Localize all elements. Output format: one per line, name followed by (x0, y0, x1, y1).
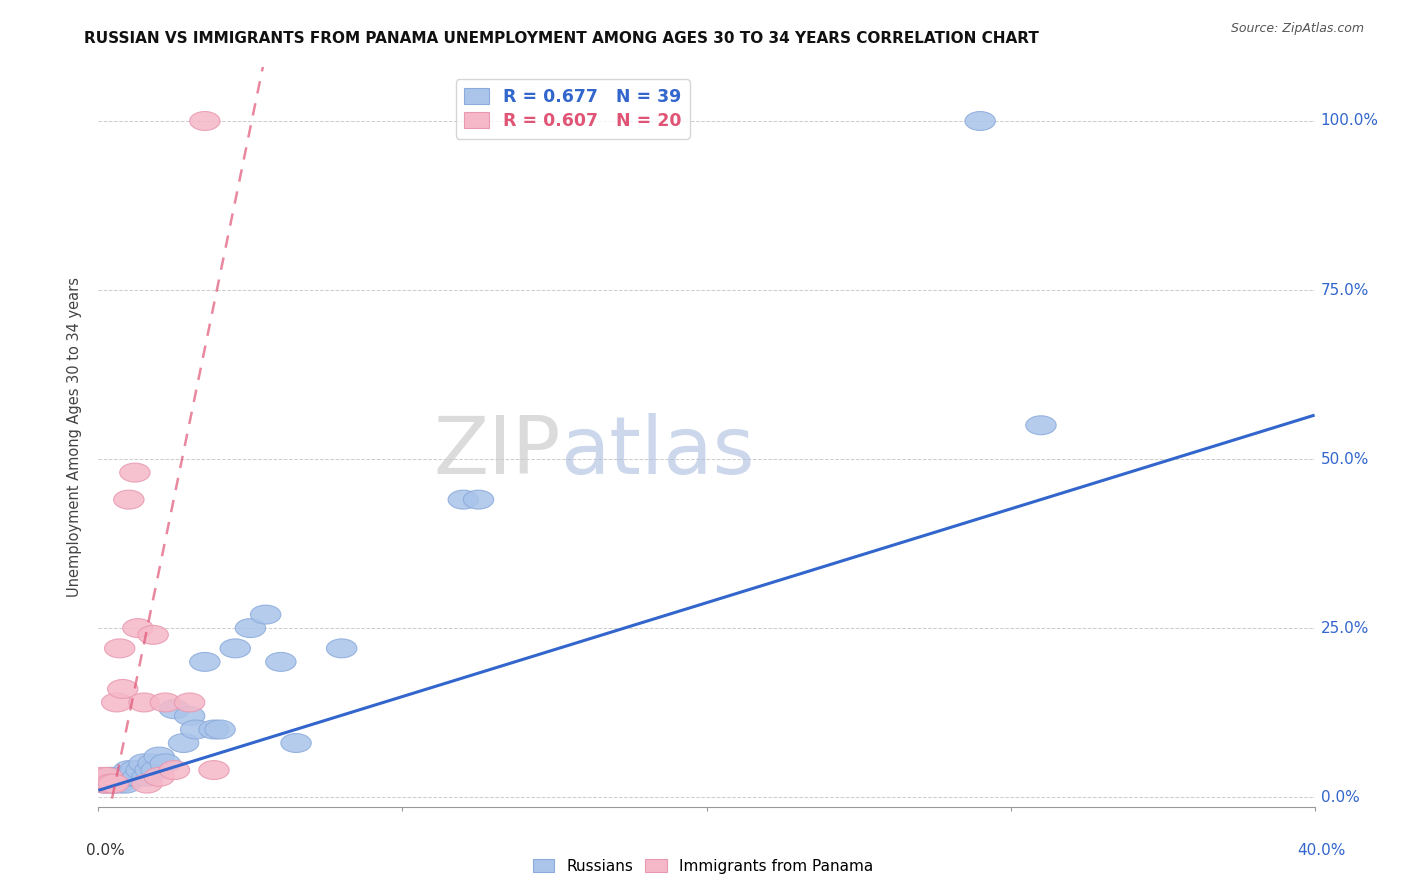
Text: 40.0%: 40.0% (1298, 843, 1346, 858)
Text: ZIP: ZIP (433, 413, 561, 491)
Ellipse shape (111, 774, 141, 793)
Ellipse shape (93, 774, 122, 793)
Ellipse shape (114, 761, 143, 780)
Ellipse shape (169, 733, 198, 753)
Ellipse shape (235, 619, 266, 638)
Ellipse shape (132, 774, 162, 793)
Ellipse shape (98, 774, 129, 793)
Ellipse shape (174, 693, 205, 712)
Y-axis label: Unemployment Among Ages 30 to 34 years: Unemployment Among Ages 30 to 34 years (67, 277, 83, 597)
Ellipse shape (150, 693, 180, 712)
Ellipse shape (98, 767, 129, 787)
Ellipse shape (120, 761, 150, 780)
Ellipse shape (281, 733, 311, 753)
Ellipse shape (250, 605, 281, 624)
Legend: R = 0.677   N = 39, R = 0.607   N = 20: R = 0.677 N = 39, R = 0.607 N = 20 (456, 79, 690, 139)
Ellipse shape (114, 767, 143, 787)
Legend: Russians, Immigrants from Panama: Russians, Immigrants from Panama (527, 853, 879, 880)
Ellipse shape (965, 112, 995, 130)
Ellipse shape (107, 680, 138, 698)
Ellipse shape (190, 112, 221, 130)
Ellipse shape (138, 625, 169, 644)
Ellipse shape (138, 754, 169, 772)
Ellipse shape (266, 652, 297, 672)
Text: RUSSIAN VS IMMIGRANTS FROM PANAMA UNEMPLOYMENT AMONG AGES 30 TO 34 YEARS CORRELA: RUSSIAN VS IMMIGRANTS FROM PANAMA UNEMPL… (84, 31, 1039, 46)
Ellipse shape (221, 639, 250, 657)
Ellipse shape (159, 761, 190, 780)
Ellipse shape (129, 754, 159, 772)
Text: 25.0%: 25.0% (1320, 621, 1369, 636)
Ellipse shape (96, 774, 125, 793)
Text: 50.0%: 50.0% (1320, 451, 1369, 467)
Ellipse shape (449, 491, 478, 509)
Text: 100.0%: 100.0% (1320, 113, 1379, 128)
Text: 0.0%: 0.0% (86, 843, 125, 858)
Ellipse shape (122, 767, 153, 787)
Ellipse shape (114, 491, 143, 509)
Ellipse shape (125, 761, 156, 780)
Ellipse shape (107, 767, 138, 787)
Ellipse shape (135, 761, 166, 780)
Ellipse shape (198, 761, 229, 780)
Ellipse shape (464, 491, 494, 509)
Ellipse shape (159, 699, 190, 719)
Ellipse shape (96, 767, 125, 787)
Ellipse shape (122, 619, 153, 638)
Ellipse shape (190, 652, 221, 672)
Ellipse shape (198, 720, 229, 739)
Text: atlas: atlas (561, 413, 755, 491)
Ellipse shape (129, 693, 159, 712)
Ellipse shape (98, 774, 129, 793)
Ellipse shape (90, 774, 120, 793)
Ellipse shape (1026, 416, 1056, 434)
Ellipse shape (132, 767, 162, 787)
Ellipse shape (104, 639, 135, 657)
Ellipse shape (180, 720, 211, 739)
Ellipse shape (174, 706, 205, 725)
Ellipse shape (90, 774, 120, 793)
Ellipse shape (326, 639, 357, 657)
Ellipse shape (141, 761, 172, 780)
Ellipse shape (143, 747, 174, 766)
Text: 0.0%: 0.0% (1320, 789, 1360, 805)
Ellipse shape (101, 693, 132, 712)
Ellipse shape (150, 754, 180, 772)
Ellipse shape (101, 767, 132, 787)
Text: Source: ZipAtlas.com: Source: ZipAtlas.com (1230, 22, 1364, 36)
Ellipse shape (86, 767, 117, 787)
Ellipse shape (143, 767, 174, 787)
Ellipse shape (93, 767, 122, 787)
Text: 75.0%: 75.0% (1320, 283, 1369, 298)
Ellipse shape (104, 774, 135, 793)
Ellipse shape (117, 767, 148, 787)
Ellipse shape (120, 463, 150, 482)
Ellipse shape (205, 720, 235, 739)
